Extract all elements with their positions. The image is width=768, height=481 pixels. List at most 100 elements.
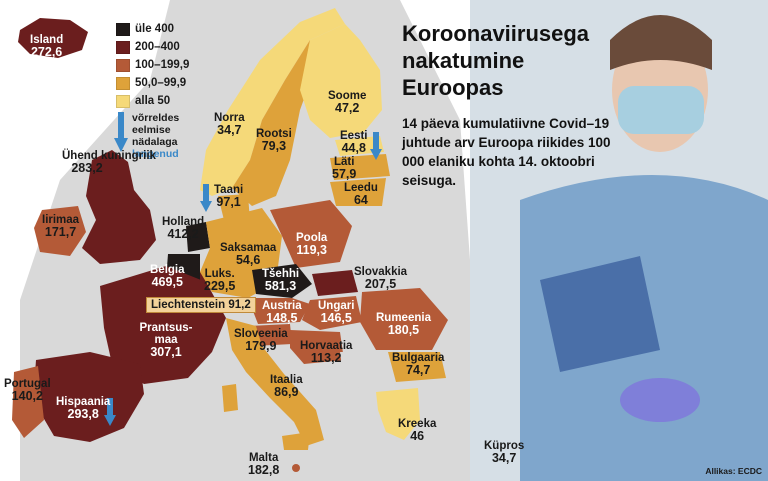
country-norway: [200, 8, 345, 196]
label-czechia: Tšehhi 581,3: [262, 268, 299, 292]
legend-item: 200–400: [116, 38, 189, 56]
legend-item: 100–199,9: [116, 56, 189, 74]
country-name: Soome: [328, 90, 367, 102]
down-arrow-icon: [200, 184, 212, 212]
country-name: Rumeenia: [376, 312, 431, 324]
country-value: 182,8: [248, 463, 280, 477]
country-name: Küpros: [484, 440, 525, 452]
country-name: Horvaatia: [300, 340, 353, 352]
country-value: 469,5: [151, 275, 183, 289]
legend-label: 200–400: [135, 41, 180, 53]
label-bulgaria: Bulgaaria 74,7: [392, 352, 444, 376]
label-portugal: Portugal 140,2: [4, 378, 51, 402]
label-island: Island 272,6: [30, 34, 63, 58]
country-name: Luks.: [204, 268, 235, 280]
country-name: Ühend kuningriik: [62, 150, 156, 162]
page-subtitle: 14 päeva kumulatiivne Covid–19 juhtude a…: [402, 116, 611, 188]
country-value: 171,7: [44, 225, 77, 239]
country-ireland: [34, 206, 86, 256]
label-austria: Austria 148,5: [262, 300, 302, 324]
country-name: Hispaania: [56, 396, 111, 408]
country-value: 54,6: [235, 253, 261, 267]
country-value: 91,2: [228, 299, 251, 311]
country-name: Austria: [262, 300, 302, 312]
country-name: Slovakkia: [354, 266, 408, 278]
legend-label: 100–199,9: [135, 59, 190, 71]
country-name: Rootsi: [256, 128, 292, 140]
label-sweden: Rootsi 79,3: [256, 128, 292, 152]
country-value: 119,3: [296, 243, 327, 257]
country-spain: [34, 352, 144, 442]
country-croatia: [290, 330, 344, 364]
label-italy: Itaalia 86,9: [270, 374, 303, 398]
label-lithuania: Leedu 64: [344, 182, 378, 206]
country-name: Liechtenstein: [151, 299, 226, 311]
country-value: 307,1: [150, 345, 182, 359]
country-value: 293,8: [67, 407, 99, 421]
legend-swatch: [116, 94, 130, 108]
legend-swatch: [116, 40, 130, 54]
country-name: Island: [30, 34, 64, 46]
label-cyprus: Küpros 34,7: [484, 440, 524, 464]
label-france: Prantsus-maa 307,1: [134, 322, 198, 358]
country-name: Holland: [162, 216, 205, 228]
country-name: Eesti: [340, 130, 368, 142]
country-value: 146,5: [320, 311, 352, 325]
label-estonia: Eesti 44,8: [340, 130, 368, 154]
country-romania: [360, 288, 448, 350]
trend-fallen-text: langenud: [132, 148, 179, 160]
country-sweden: [232, 40, 318, 206]
balkans-area: [340, 352, 392, 392]
country-slovakia: [312, 270, 358, 296]
legend-label: alla 50: [135, 95, 171, 107]
country-portugal: [12, 366, 44, 438]
country-value: 74,7: [406, 363, 431, 377]
page-title: Koroonaviirusega nakatumine Euroopas: [402, 21, 590, 100]
glove-icon: [620, 378, 700, 422]
label-slovenia: Sloveenia 179,9: [234, 328, 288, 352]
country-name: Saksamaa: [220, 242, 277, 254]
country-value: 44,8: [341, 141, 366, 155]
country-value: 34,7: [491, 451, 517, 465]
legend-item: 50,0–99,9: [116, 74, 189, 92]
label-croatia: Horvaatia 113,2: [300, 340, 352, 364]
country-value: 47,2: [335, 101, 360, 115]
label-liechtenstein: Liechtenstein 91,2: [146, 297, 256, 313]
country-name: Bulgaaria: [392, 352, 445, 364]
label-malta: Malta 182,8: [248, 452, 279, 476]
label-romania: Rumeenia 180,5: [376, 312, 431, 336]
label-netherlands: Holland 412,2: [162, 216, 204, 240]
country-value: 272,6: [30, 45, 63, 59]
country-name: Itaalia: [270, 374, 303, 386]
country-name: Portugal: [4, 378, 51, 390]
label-latvia: Läti 57,9: [332, 156, 356, 180]
country-hungary: [302, 296, 362, 330]
label-germany: Saksamaa 54,6: [220, 242, 276, 266]
country-value: 113,2: [310, 351, 342, 365]
country-uk: [82, 150, 156, 264]
country-name: Poola: [296, 232, 328, 244]
country-czechia: [252, 264, 312, 298]
country-value: 34,7: [217, 123, 242, 137]
country-value: 86,9: [274, 385, 299, 399]
country-value: 581,3: [264, 279, 297, 293]
country-name: Tšehhi: [262, 268, 300, 280]
country-austria: [248, 298, 310, 324]
country-value: 283,2: [71, 161, 103, 175]
country-greece: [376, 388, 420, 440]
country-italy-sardinia: [222, 384, 238, 412]
country-iceland: [18, 18, 88, 58]
country-malta: [292, 464, 300, 472]
legend-item: üle 400: [116, 20, 189, 38]
label-spain: Hispaania 293,8: [56, 396, 110, 420]
country-value: 79,3: [261, 139, 287, 153]
legend: üle 400 200–400 100–199,9 50,0–99,9 alla…: [116, 20, 189, 110]
country-value: 57,9: [332, 167, 357, 181]
country-name: Norra: [214, 112, 245, 124]
clipboard-icon: [540, 256, 660, 372]
legend-item: alla 50: [116, 92, 189, 110]
label-slovakia: Slovakkia 207,5: [354, 266, 407, 290]
down-arrow-icon: [114, 112, 128, 152]
country-value: 207,5: [364, 277, 397, 291]
country-name: Läti: [333, 156, 355, 168]
